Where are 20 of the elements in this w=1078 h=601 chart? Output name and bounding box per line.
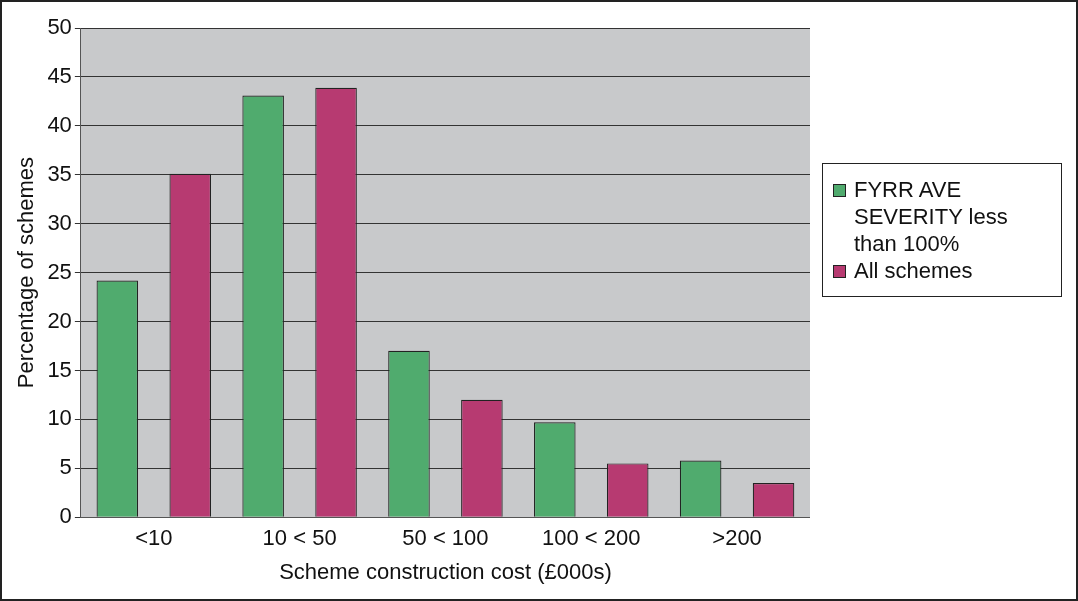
x-axis-title: Scheme construction cost (£000s) <box>279 558 612 584</box>
x-tick-label: 100 < 200 <box>542 525 641 551</box>
legend-label: All schemes <box>854 257 973 284</box>
y-tick-label: 5 <box>59 454 72 480</box>
y-tick-label: 15 <box>47 356 72 382</box>
y-tick-label: 30 <box>47 209 72 235</box>
y-tick-label: 20 <box>47 307 72 333</box>
y-tick-label: 35 <box>47 160 72 186</box>
y-tick-label: 40 <box>47 111 72 137</box>
legend-label: FYRR AVE SEVERITY less than 100% <box>854 176 1009 257</box>
y-tick-label: 0 <box>59 503 72 529</box>
y-tick-label: 45 <box>47 62 72 88</box>
x-tick-label: <10 <box>135 525 173 551</box>
x-tick-label: >200 <box>712 525 762 551</box>
y-tick-label: 10 <box>47 405 72 431</box>
y-tick-label: 25 <box>47 258 72 284</box>
x-tick-label: 50 < 100 <box>402 525 489 551</box>
x-tick-label: 10 < 50 <box>262 525 337 551</box>
y-axis-title: Percentage of schemes <box>13 157 39 389</box>
y-tick-label: 50 <box>47 14 72 40</box>
